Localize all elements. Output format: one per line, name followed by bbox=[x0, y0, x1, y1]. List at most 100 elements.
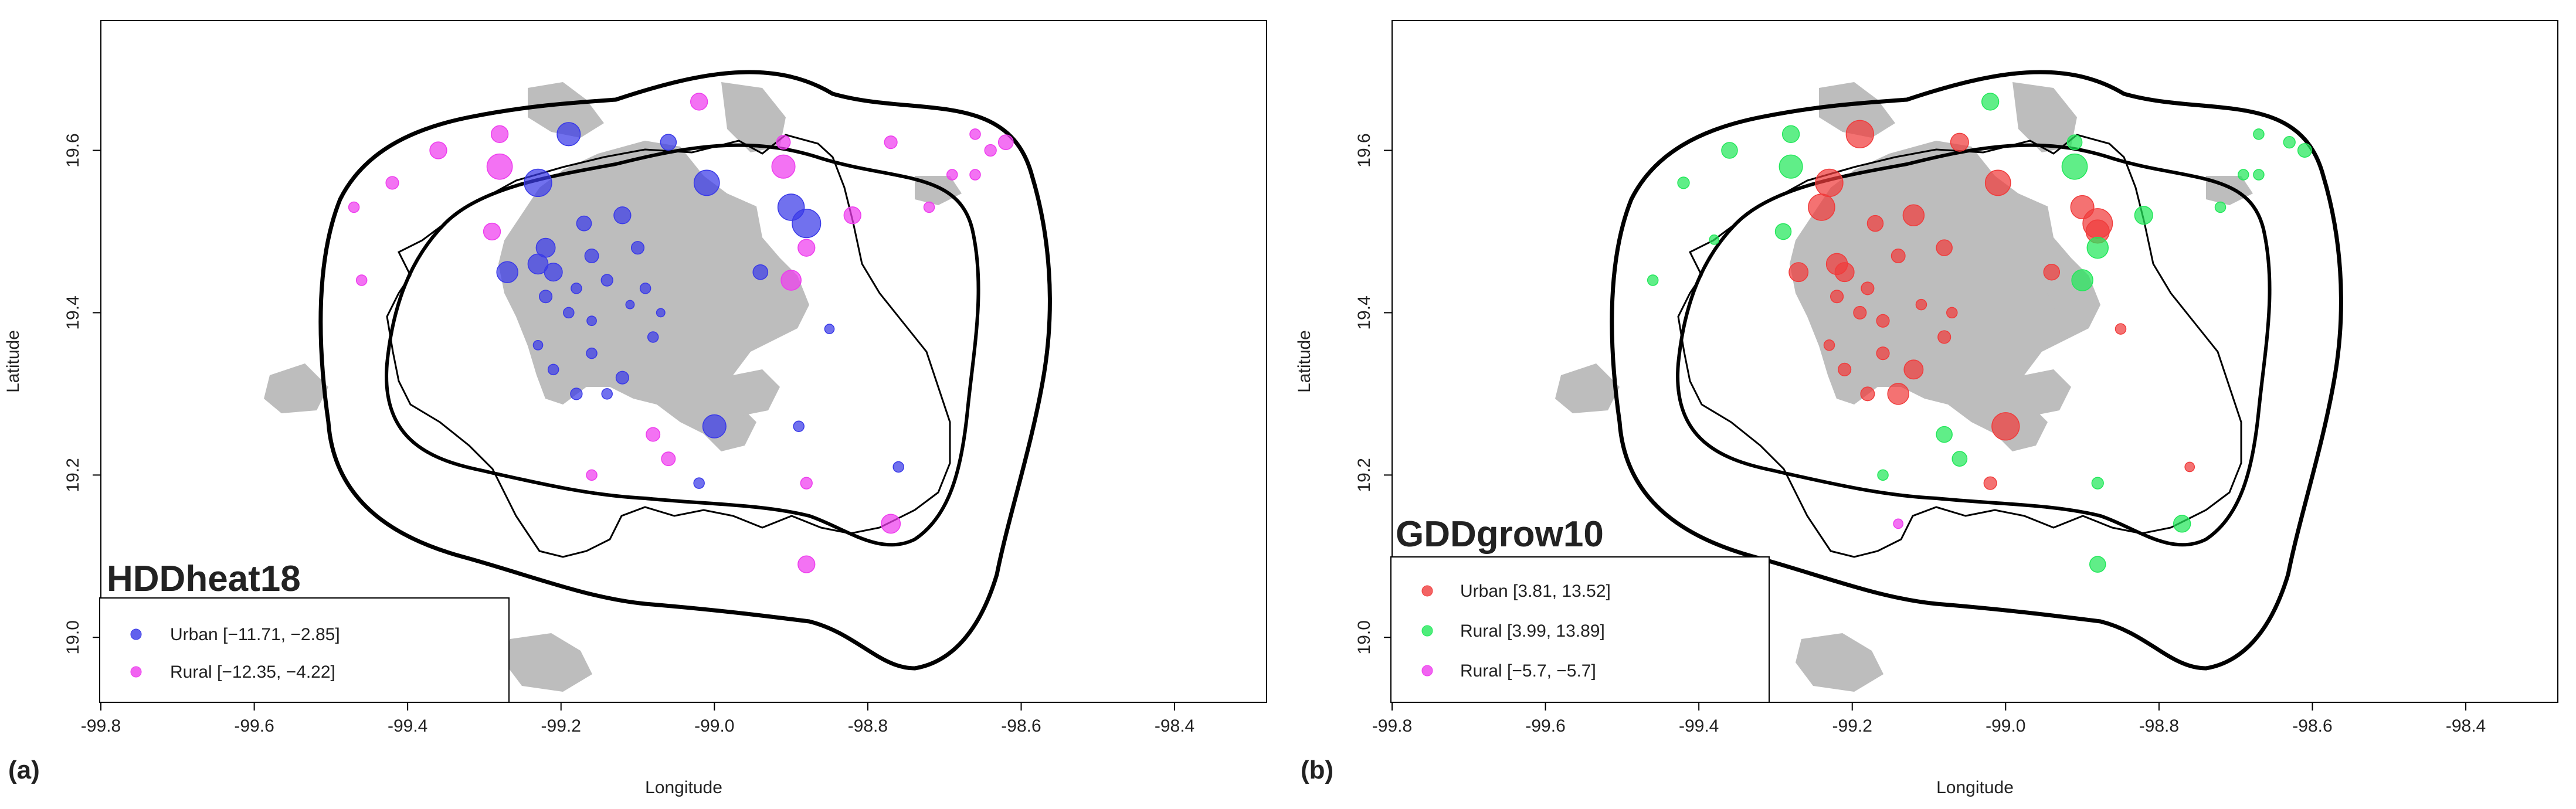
buffer-outer-boundary bbox=[1610, 70, 2343, 671]
station-point-series-1 bbox=[946, 169, 958, 181]
station-point-series-1 bbox=[355, 274, 368, 286]
axes-frame: -99.8 -99.6 -99.4 -99.2 -99.0 -98.8 -98.6 -98.4… bbox=[4, 20, 1267, 797]
x-tick-label: -99.0 bbox=[1986, 716, 2025, 736]
basin-boundary bbox=[386, 134, 951, 558]
station-point-series-0 bbox=[1853, 305, 1867, 319]
station-point-series-1 bbox=[776, 135, 791, 150]
station-point-series-0 bbox=[601, 388, 613, 400]
urban-area-core bbox=[1790, 141, 2100, 451]
station-point-series-1 bbox=[2066, 134, 2083, 151]
station-point-series-0 bbox=[600, 274, 613, 287]
legend-label-rural: Rural [3.99, 13.89] bbox=[1460, 621, 1605, 641]
station-point-series-1 bbox=[2086, 236, 2109, 259]
station-point-series-0 bbox=[584, 249, 599, 263]
station-point-series-1 bbox=[486, 153, 513, 180]
y-tick-label: 19.2 bbox=[63, 458, 83, 492]
urban-area-south bbox=[1796, 633, 1883, 692]
station-point-series-1 bbox=[881, 514, 901, 534]
station-point-series-0 bbox=[792, 209, 822, 239]
station-point-series-0 bbox=[527, 253, 549, 275]
urban-area-northeast bbox=[2012, 82, 2077, 152]
station-point-series-0 bbox=[1937, 330, 1951, 344]
x-tick-label: -99.0 bbox=[694, 716, 734, 736]
station-point-series-1 bbox=[1647, 274, 1659, 286]
station-point-series-0 bbox=[1834, 262, 1855, 283]
legend-box: GDDgrow10 Urban [3.81, 13.52] Rural [3.9… bbox=[1390, 514, 1770, 703]
station-point-series-1 bbox=[1677, 176, 1690, 189]
urban-area-west bbox=[264, 363, 328, 413]
station-point-series-1 bbox=[771, 154, 796, 179]
station-point-series-1 bbox=[490, 125, 509, 143]
x-axis-title: Longitude bbox=[645, 778, 722, 797]
station-point-series-1 bbox=[1877, 469, 1889, 481]
y-axis-title: Latitude bbox=[1295, 330, 1314, 393]
station-point-series-0 bbox=[1815, 168, 1844, 198]
station-point-series-0 bbox=[639, 283, 651, 294]
station-point-series-1 bbox=[2089, 556, 2106, 573]
station-point-series-0 bbox=[615, 370, 629, 385]
station-point-series-1 bbox=[2283, 136, 2296, 149]
station-point-series-0 bbox=[1823, 339, 1835, 351]
station-point-series-0 bbox=[660, 134, 677, 151]
urban-area-northeast bbox=[721, 82, 786, 152]
panel-b: -99.8 -99.6 -99.4 -99.2 -99.0 -98.8 -98.6 -98.4… bbox=[1295, 20, 2558, 797]
station-point-series-0 bbox=[1902, 204, 1925, 227]
station-point-series-0 bbox=[1860, 386, 1875, 402]
station-point-series-0 bbox=[1950, 132, 1969, 152]
station-point-series-1 bbox=[780, 270, 802, 291]
station-point-series-0 bbox=[1915, 298, 1927, 311]
station-point-series-0 bbox=[824, 324, 835, 334]
x-axis-title: Longitude bbox=[1936, 778, 2014, 797]
buffer-inner-boundary bbox=[1676, 143, 2272, 547]
x-tick-label: -98.8 bbox=[848, 716, 888, 736]
y-axis-title: Latitude bbox=[4, 330, 23, 393]
station-point-series-0 bbox=[1808, 193, 1835, 221]
legend-label-rural: Rural [−12.35, −4.22] bbox=[170, 662, 335, 682]
legend-marker-rural-negative bbox=[1421, 665, 1433, 677]
station-point-series-0 bbox=[576, 215, 592, 232]
station-point-series-1 bbox=[1774, 223, 1792, 240]
station-point-series-0 bbox=[2043, 263, 2061, 281]
legend-marker-rural bbox=[1421, 625, 1433, 637]
y-tick-label: 19.0 bbox=[63, 620, 83, 654]
station-point-series-0 bbox=[1991, 412, 2020, 441]
station-point-series-0 bbox=[1845, 120, 1874, 148]
station-point-series-1 bbox=[429, 141, 447, 159]
urban-area-west bbox=[1555, 363, 1620, 413]
station-point-series-0 bbox=[586, 347, 598, 359]
station-point-series-0 bbox=[2115, 323, 2127, 335]
legend-marker-urban bbox=[130, 628, 142, 640]
station-point-series-1 bbox=[1936, 426, 1953, 443]
map-title: HDDheat18 bbox=[107, 559, 301, 599]
legend-label-urban: Urban [−11.71, −2.85] bbox=[170, 625, 340, 644]
station-point-series-2 bbox=[1893, 518, 1904, 529]
axes-frame: -99.8 -99.6 -99.4 -99.2 -99.0 -98.8 -98.6 -98.4… bbox=[1295, 20, 2558, 797]
station-point-series-0 bbox=[544, 263, 563, 282]
station-point-series-0 bbox=[647, 331, 659, 343]
x-tick-label: -99.6 bbox=[234, 716, 274, 736]
station-point-series-1 bbox=[2061, 153, 2088, 180]
station-point-series-1 bbox=[2091, 477, 2104, 490]
station-point-series-1 bbox=[1779, 154, 1803, 179]
station-point-series-1 bbox=[690, 93, 708, 111]
panel-a: -99.8 -99.6 -99.4 -99.2 -99.0 -98.8 -98.6 -98.4… bbox=[4, 20, 1267, 797]
x-tick-label: -98.6 bbox=[1001, 716, 1041, 736]
station-point-series-0 bbox=[1936, 239, 1953, 256]
station-point-series-0 bbox=[547, 363, 559, 376]
station-point-series-0 bbox=[693, 477, 705, 489]
station-point-series-0 bbox=[1946, 307, 1958, 319]
station-point-series-0 bbox=[630, 241, 645, 255]
y-tick-label: 19.4 bbox=[1355, 295, 1374, 329]
urban-area-layer bbox=[264, 82, 962, 692]
buffer-outer-boundary bbox=[318, 70, 1052, 671]
x-tick-label: -99.4 bbox=[388, 716, 427, 736]
panel-label: (a) bbox=[8, 756, 40, 784]
x-tick-label: -99.8 bbox=[1372, 716, 1412, 736]
station-point-series-1 bbox=[797, 555, 816, 573]
station-point-series-0 bbox=[563, 307, 575, 319]
station-point-series-0 bbox=[702, 414, 727, 439]
x-tick-label: -98.4 bbox=[1155, 716, 1194, 736]
x-tick-label: -98.4 bbox=[2446, 716, 2486, 736]
basin-boundary bbox=[1677, 134, 2242, 558]
station-point-series-0 bbox=[892, 461, 904, 473]
